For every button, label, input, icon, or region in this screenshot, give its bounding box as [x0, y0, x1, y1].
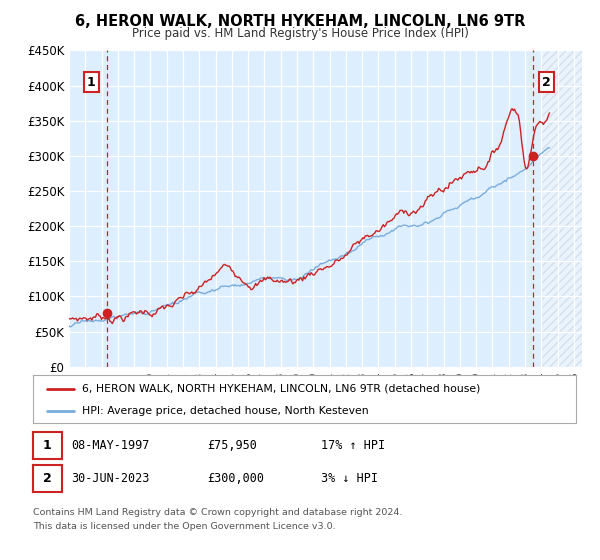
Text: 2: 2: [542, 76, 551, 88]
Text: 3% ↓ HPI: 3% ↓ HPI: [321, 472, 378, 486]
Text: 2: 2: [43, 472, 52, 486]
Text: 30-JUN-2023: 30-JUN-2023: [71, 472, 149, 486]
Text: Contains HM Land Registry data © Crown copyright and database right 2024.: Contains HM Land Registry data © Crown c…: [33, 508, 403, 517]
Text: 1: 1: [87, 76, 95, 88]
Text: This data is licensed under the Open Government Licence v3.0.: This data is licensed under the Open Gov…: [33, 522, 335, 531]
Text: 1: 1: [43, 439, 52, 452]
Text: £300,000: £300,000: [207, 472, 264, 486]
Text: 6, HERON WALK, NORTH HYKEHAM, LINCOLN, LN6 9TR (detached house): 6, HERON WALK, NORTH HYKEHAM, LINCOLN, L…: [82, 384, 480, 394]
Text: 08-MAY-1997: 08-MAY-1997: [71, 439, 149, 452]
Text: 17% ↑ HPI: 17% ↑ HPI: [321, 439, 385, 452]
Text: 6, HERON WALK, NORTH HYKEHAM, LINCOLN, LN6 9TR: 6, HERON WALK, NORTH HYKEHAM, LINCOLN, L…: [75, 14, 525, 29]
Text: HPI: Average price, detached house, North Kesteven: HPI: Average price, detached house, Nort…: [82, 406, 368, 416]
Text: Price paid vs. HM Land Registry's House Price Index (HPI): Price paid vs. HM Land Registry's House …: [131, 27, 469, 40]
Text: £75,950: £75,950: [207, 439, 257, 452]
